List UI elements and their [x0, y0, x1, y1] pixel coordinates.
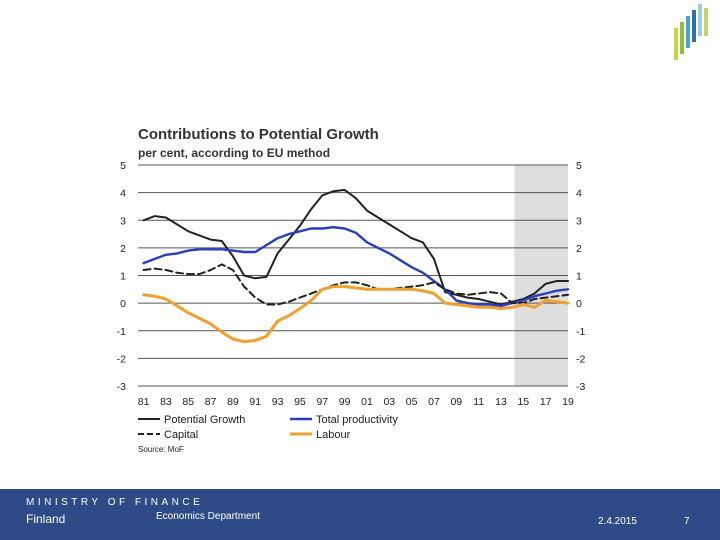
y-tick-label-right: 3	[576, 215, 582, 227]
x-tick-label: 17	[540, 396, 552, 408]
y-tick-label-right: 2	[576, 243, 582, 255]
series-lines	[142, 188, 570, 344]
ministry-label: MINISTRY OF FINANCE	[26, 497, 204, 508]
x-tick-label: 03	[383, 396, 395, 408]
x-tick-label: 01	[361, 396, 373, 408]
x-tick-label: 81	[138, 396, 150, 408]
y-axis-right: 5 4 3 2 1 0 -1 -2 -3	[576, 160, 585, 393]
x-tick-label: 97	[316, 396, 328, 408]
y-tick-label: -2	[117, 353, 126, 365]
x-tick-label: 93	[272, 396, 284, 408]
x-tick-label: 95	[294, 396, 306, 408]
x-tick-label: 83	[160, 396, 172, 408]
y-tick-label: 2	[120, 243, 126, 255]
x-tick-label: 13	[495, 396, 507, 408]
y-tick-label-right: 0	[576, 298, 582, 310]
logo-bar	[680, 22, 684, 54]
x-axis: 81 83 85 87 89 91 93 95 97 99 01 03 05 07 09 11 13 15 17 19	[138, 396, 574, 408]
page-number: 7	[684, 516, 690, 527]
chart-source: Source: MoF	[138, 445, 184, 454]
brand-logo-bars	[674, 4, 708, 60]
chart-title: Contributions to Potential Growth	[138, 126, 379, 143]
y-tick-label-right: -2	[576, 353, 585, 365]
x-tick-label: 85	[182, 396, 194, 408]
y-tick-label-right: 4	[576, 188, 582, 200]
series-line-total-productivity	[142, 225, 570, 308]
logo-bar	[686, 16, 690, 48]
x-tick-label: 15	[517, 396, 529, 408]
y-tick-label-right: -1	[576, 326, 585, 338]
y-tick-label: 5	[120, 160, 126, 172]
x-tick-label: 11	[473, 396, 484, 408]
legend-label-potential-growth: Potential Growth	[164, 414, 245, 426]
country-label: Finland	[26, 512, 66, 526]
gridlines	[138, 164, 568, 387]
series-line-capital	[142, 263, 569, 306]
x-tick-label: 91	[249, 396, 261, 408]
footer-bar: MINISTRY OF FINANCE Finland Economics De…	[0, 489, 720, 540]
x-tick-label: 09	[450, 396, 462, 408]
y-tick-label: 3	[120, 215, 126, 227]
y-tick-label: 0	[120, 298, 126, 310]
y-axis-left: 5 4 3 2 1 0 -1 -2 -3	[117, 160, 127, 393]
logo-bar	[698, 4, 702, 36]
logo-bar	[674, 28, 678, 60]
y-tick-label-right: -3	[576, 381, 585, 393]
y-tick-label: 1	[120, 271, 126, 283]
y-tick-label-right: 1	[576, 271, 582, 283]
y-tick-label-right: 5	[576, 160, 582, 172]
x-tick-label: 07	[428, 396, 440, 408]
y-tick-label: -1	[117, 326, 126, 338]
legend-label-total-productivity: Total productivity	[316, 414, 398, 426]
logo-bar	[692, 10, 696, 42]
x-tick-label: 89	[227, 396, 239, 408]
y-tick-label: -3	[117, 381, 126, 393]
x-tick-label: 87	[205, 396, 217, 408]
series-line-labour	[142, 285, 570, 344]
legend-label-capital: Capital	[164, 429, 198, 441]
series-line-potential-growth	[142, 188, 569, 306]
legend-label-labour: Labour	[316, 429, 351, 441]
department-label: Economics Department	[156, 511, 260, 522]
x-tick-label: 05	[406, 396, 418, 408]
date-label: 2.4.2015	[598, 516, 637, 527]
chart-subtitle: per cent, according to EU method	[138, 146, 330, 160]
logo-bar	[704, 8, 708, 36]
x-tick-label: 19	[562, 396, 574, 408]
y-tick-label: 4	[120, 188, 126, 200]
x-tick-label: 99	[339, 396, 351, 408]
chart: Contributions to Potential Growth per ce…	[117, 126, 586, 454]
